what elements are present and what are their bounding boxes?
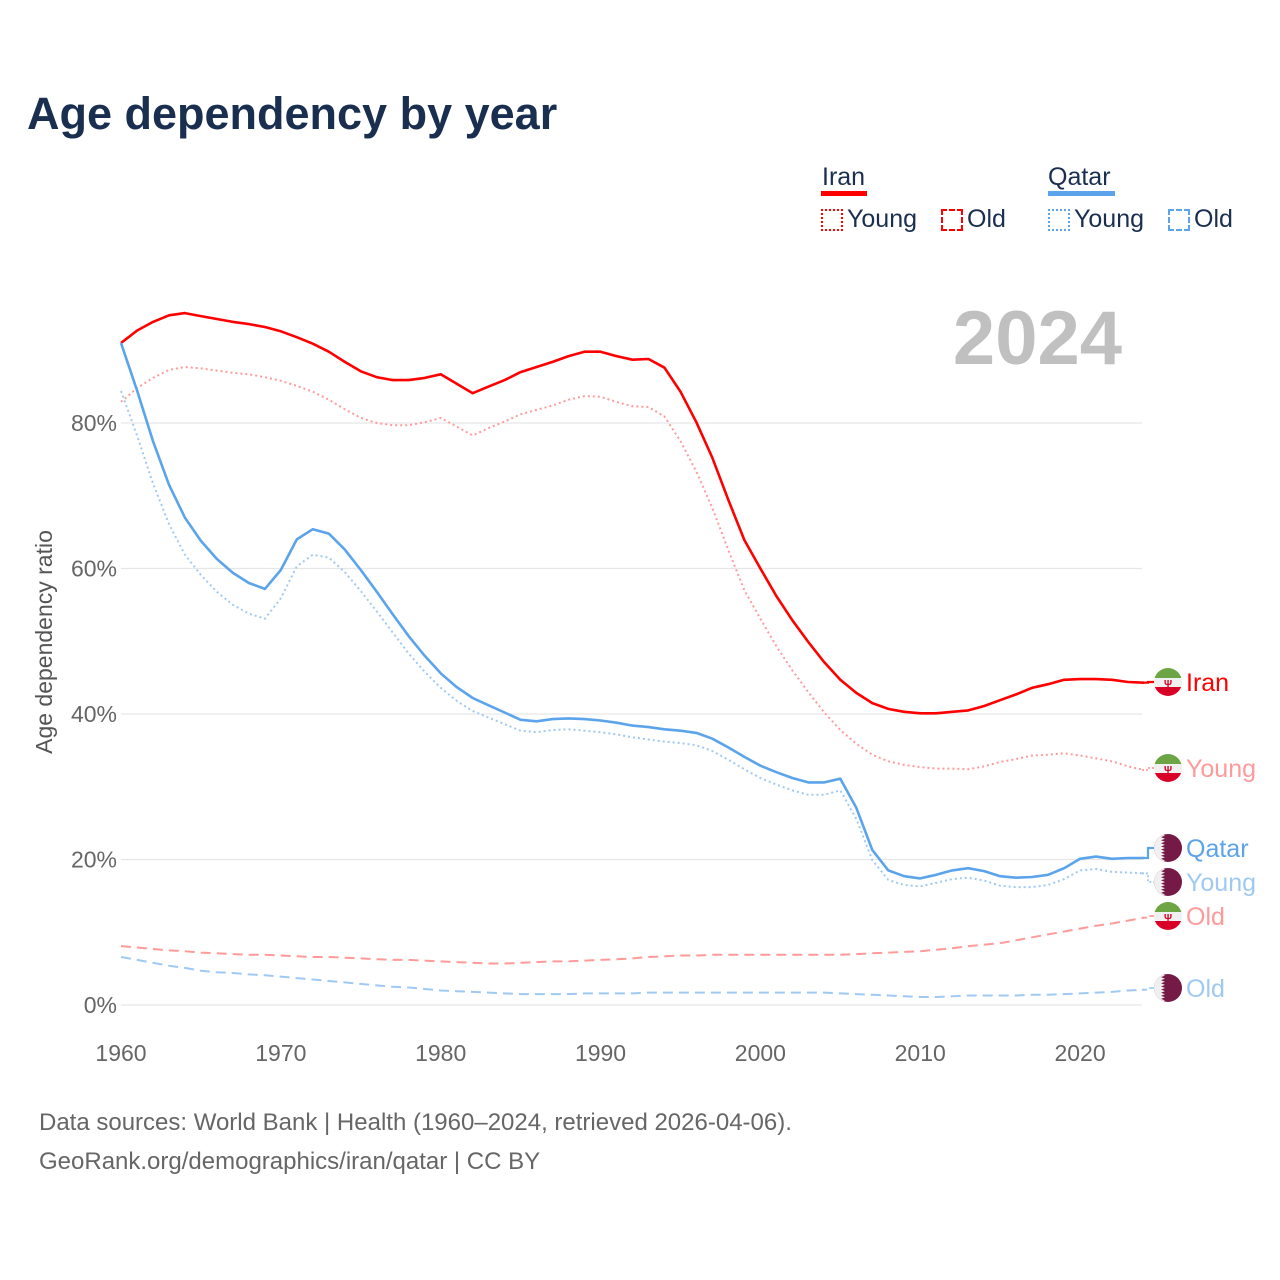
flag-stripe-red (1154, 773, 1182, 782)
legend-qatar-label[interactable]: Qatar (1048, 163, 1111, 191)
flag-stripe-red (1154, 687, 1182, 696)
x-axis: 1960 1970 1980 1990 2000 2010 2020 (95, 1040, 1105, 1066)
dotted-swatch-icon (821, 208, 843, 231)
flag-serrated-white (1154, 834, 1165, 862)
end-label-connector (1142, 767, 1154, 771)
y-tick-label: 0% (84, 992, 117, 1018)
end-label-connector (1142, 872, 1154, 883)
flag-stripe-white (1154, 912, 1182, 921)
y-tick-label: 20% (71, 847, 117, 873)
end-label-connector (1142, 915, 1154, 919)
legend-qatar-young[interactable]: Young (1048, 205, 1144, 234)
series-line-qatar (119, 342, 1144, 880)
flag-stripe-white (1154, 764, 1182, 773)
flag-serrated-white (1154, 974, 1165, 1002)
series-line-iran-young (120, 366, 1145, 771)
flag-emblem: Ψ (1164, 679, 1172, 690)
flag-stripe-white (1154, 678, 1182, 687)
flag-stripe-red (1154, 921, 1182, 930)
series-line-qatar-young (120, 390, 1145, 889)
series-line-qatar-old (120, 956, 1145, 998)
flag-fill: Ψ (1154, 668, 1182, 696)
dashed-swatch-icon (1168, 208, 1190, 231)
iran-flag-icon: Ψ (1154, 754, 1182, 782)
flag-stripe-green (1154, 902, 1182, 912)
legend-iran-old[interactable]: Old (941, 205, 1006, 234)
chart-title: Age dependency by year (27, 88, 558, 139)
source-text: Data sources: World Bank | Health (1960–… (39, 1109, 792, 1136)
flag-fill (1154, 974, 1182, 1002)
end-label: Young (1186, 869, 1256, 897)
end-label-connector (1142, 846, 1154, 860)
y-tick-label: 60% (71, 556, 117, 582)
legend-item-label: Old (967, 205, 1006, 233)
iran-flag-icon: Ψ (1154, 668, 1182, 696)
legend-item-label: Young (1074, 205, 1144, 233)
series-lines (119, 311, 1145, 998)
flag-fill (1154, 834, 1182, 862)
dotted-swatch-icon (1048, 208, 1070, 231)
x-tick-label: 2020 (1054, 1040, 1105, 1066)
y-axis: 0% 20% 40% 60% 80% (71, 410, 117, 1018)
flag-fill: Ψ (1154, 902, 1182, 930)
legend-qatar-swatch (1048, 191, 1115, 196)
series-line-iran-old (120, 916, 1145, 965)
end-label-connector (1142, 680, 1154, 684)
gridlines (121, 422, 1142, 1006)
x-tick-label: 1990 (575, 1040, 626, 1066)
end-label: Old (1186, 975, 1225, 1003)
y-tick-label: 40% (71, 701, 117, 727)
end-label-connector (1142, 987, 1154, 991)
end-label: Qatar (1186, 835, 1249, 863)
y-tick-label: 80% (71, 410, 117, 436)
end-label: Iran (1186, 669, 1229, 697)
dashed-swatch-icon (941, 208, 963, 231)
end-label: Young (1186, 755, 1256, 783)
flag-fill: Ψ (1154, 754, 1182, 782)
iran-flag-icon: Ψ (1154, 902, 1182, 930)
legend-iran-young[interactable]: Young (821, 205, 917, 234)
x-tick-label: 2000 (735, 1040, 786, 1066)
flag-emblem: Ψ (1164, 913, 1172, 924)
x-tick-label: 2010 (895, 1040, 946, 1066)
x-tick-label: 1970 (255, 1040, 306, 1066)
end-label: Old (1186, 903, 1225, 931)
flag-stripe-green (1154, 668, 1182, 678)
qatar-flag-icon (1154, 868, 1182, 896)
flag-emblem: Ψ (1164, 765, 1172, 776)
series-line-iran (120, 311, 1145, 715)
x-tick-label: 1980 (415, 1040, 466, 1066)
y-axis-label: Age dependency ratio (31, 530, 57, 754)
qatar-flag-icon (1154, 834, 1182, 862)
flag-stripe-green (1154, 754, 1182, 764)
qatar-flag-icon (1154, 974, 1182, 1002)
legend-qatar-old[interactable]: Old (1168, 205, 1233, 234)
flag-serrated-white (1154, 868, 1165, 896)
attribution-link[interactable]: GeoRank.org/demographics/iran/qatar | CC… (39, 1148, 541, 1175)
current-year-label: 2024 (952, 296, 1122, 381)
x-tick-label: 1960 (95, 1040, 146, 1066)
legend-item-label: Young (847, 205, 917, 233)
legend-iran-label[interactable]: Iran (822, 163, 866, 191)
legend-iran-swatch (821, 191, 867, 196)
flag-fill (1154, 868, 1182, 896)
legend-item-label: Old (1194, 205, 1233, 233)
end-labels: Ψ Iran Ψ Young Ψ Old Qatar Young Old (1142, 668, 1256, 1003)
